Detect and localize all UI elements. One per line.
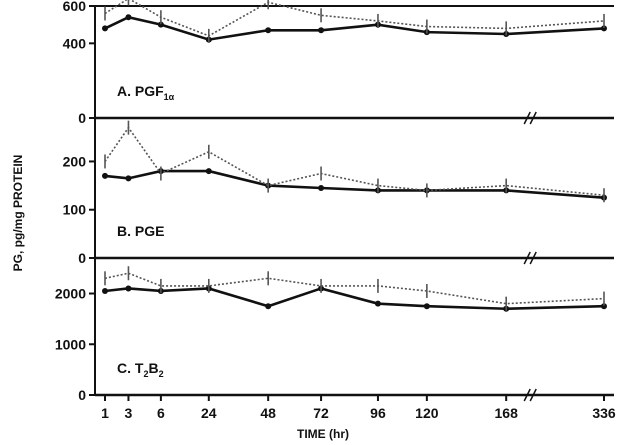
axis-break-mark <box>529 251 537 265</box>
data-point-solid <box>318 27 325 34</box>
panel-3: 2000 1000 0 C. T2B2 <box>55 258 614 403</box>
y-tick-label: 2000 <box>55 286 86 302</box>
x-tick-label: 3 <box>125 405 133 421</box>
data-point-solid <box>265 303 272 310</box>
y-tick-label: 1000 <box>55 336 86 352</box>
x-tick-label: 6 <box>157 405 165 421</box>
axis-break-mark <box>523 111 531 125</box>
panel-label: C. T2B2 <box>117 360 164 379</box>
x-tick-label: 96 <box>370 405 386 421</box>
axis-break-mark <box>529 111 537 125</box>
y-axis-title: PG, pg/mg PROTEIN <box>11 155 25 272</box>
data-point-solid <box>374 300 381 307</box>
y-tick-label: 0 <box>78 387 86 403</box>
y-tick-label: 0 <box>78 250 86 266</box>
data-point-solid <box>601 303 607 310</box>
series-line-dotted <box>104 272 605 305</box>
x-tick-label: 168 <box>495 405 519 421</box>
x-axis: 1 3 6 24 48 72 96 120 168 336 <box>101 395 616 421</box>
y-tick-label: 400 <box>63 35 87 51</box>
y-tick-label: 600 <box>63 0 87 14</box>
x-tick-label: 48 <box>260 405 276 421</box>
data-point-solid <box>125 14 132 21</box>
data-point-solid <box>157 21 164 28</box>
panel-label: B. PGE <box>117 223 164 239</box>
y-tick-label: 200 <box>63 153 87 169</box>
panel-1: 600 400 0 A. PGF1α <box>63 0 614 126</box>
x-tick-label: 72 <box>313 405 329 421</box>
panel-label: A. PGF1α <box>117 83 175 102</box>
series-line-solid <box>104 287 605 311</box>
panel-2: 200 100 0 B. PGE <box>63 118 614 266</box>
series-line-dotted <box>104 126 605 197</box>
data-point-solid <box>102 172 108 179</box>
data-point-solid <box>318 185 325 191</box>
series-line-solid <box>104 169 605 199</box>
y-tick-label: 0 <box>78 110 86 126</box>
x-tick-label: 24 <box>201 405 217 421</box>
data-point-solid <box>102 25 108 32</box>
x-axis-title: TIME (hr) <box>297 427 349 441</box>
data-point-solid <box>601 25 607 32</box>
data-point-solid <box>125 175 132 182</box>
x-tick-label: 336 <box>592 405 616 421</box>
x-tick-label: 120 <box>415 405 439 421</box>
data-point-solid <box>423 303 430 310</box>
data-point-solid <box>125 285 132 292</box>
axis-break-mark <box>523 251 531 265</box>
x-tick-label: 1 <box>101 405 109 421</box>
y-tick-label: 100 <box>63 202 87 218</box>
axis-break-mark <box>523 388 531 402</box>
data-point-solid <box>205 168 212 175</box>
data-point-solid <box>102 287 108 294</box>
series-line-dotted <box>104 0 605 37</box>
data-point-solid <box>265 27 272 34</box>
axis-break-mark <box>529 388 537 402</box>
series-line-solid <box>104 15 605 41</box>
